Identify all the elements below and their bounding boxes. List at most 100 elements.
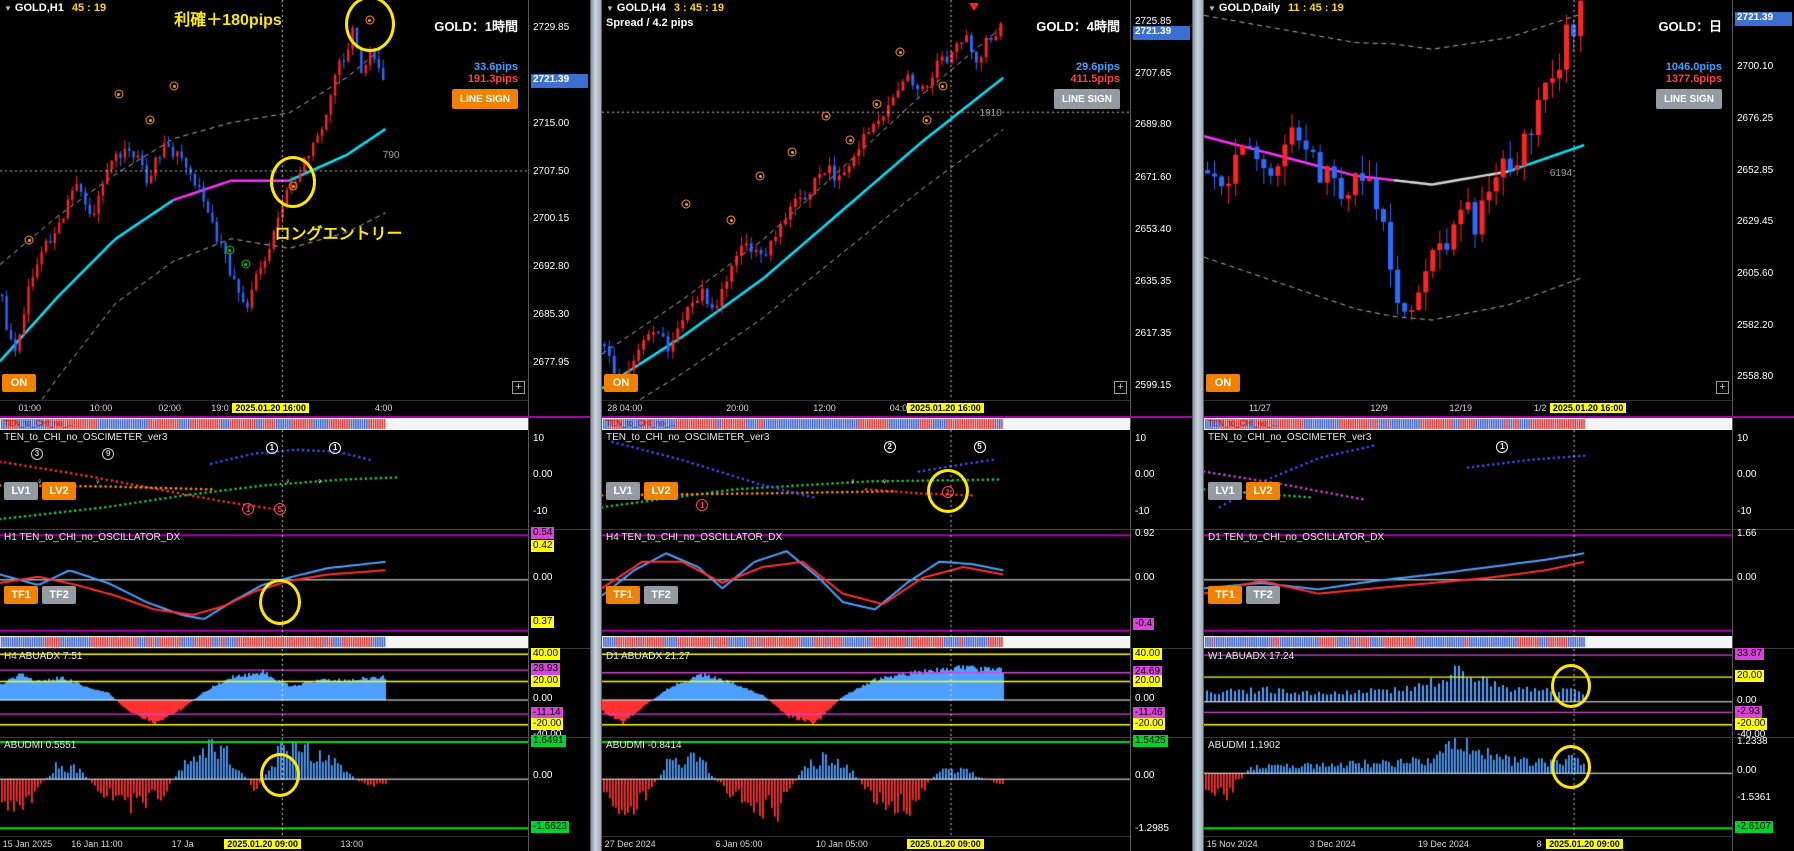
on-button[interactable]: ON <box>2 374 36 392</box>
oscimeter-marker: 1 <box>696 499 709 512</box>
oscimeter-marker: ♀ <box>316 476 323 486</box>
signal-dot <box>848 138 852 142</box>
signal-strip-1-row: TEN_to_CHI_no_... <box>1204 418 1794 430</box>
chart-time-axis-row: 28 04:00 20:00 12:00 04:00 2025.01.20 16:00 <box>602 400 1192 416</box>
signal-strip-canvas <box>0 636 528 648</box>
chart-overlay-info: GOLD：4時間 29.6pips 411.5pips LINE SIGN <box>1036 16 1120 109</box>
main-chart-gold-h1[interactable]: ▼ GOLD,H1 45 : 19 GOLD：1時間 33.6pips 191.3pips… <box>0 0 528 400</box>
line-sign-button[interactable]: LINE SIGN <box>452 89 518 109</box>
oscimeter-pane-scale: 10 0.00 -10 <box>1732 430 1794 529</box>
indicator-label: ABUDMI 1.1902 <box>1208 740 1281 751</box>
entry-signal-icon <box>845 135 855 145</box>
symbol-dropdown-icon[interactable]: ▼ <box>4 4 12 13</box>
selected-time-label: 2025.01.20 09:00 <box>1546 839 1623 849</box>
scale-label: -2.93 <box>1735 705 1762 718</box>
adx-pane-row: D1 ABUADX 21.27 40.00 24.69 20.00 0.00 -11.46… <box>602 647 1192 737</box>
oscimeter-pane: TEN_to_CHI_no_OSCIMETER_ver3 LV1 LV2 2 5 ♀ ♀ 1 1 <box>602 430 1130 529</box>
signal-strip-2-scale <box>528 636 590 648</box>
signal-dot <box>824 114 828 118</box>
main-chart-gold-h4[interactable]: ▼ GOLD,H4 3 : 45 : 19 Spread / 4.2 pips GOLD… <box>602 0 1130 400</box>
scale-label: 20.00 <box>1133 674 1163 687</box>
lv2-button[interactable]: LV2 <box>644 482 678 500</box>
scale-label: 1.2338 <box>1737 735 1768 747</box>
main-chart-canvas[interactable] <box>602 0 1130 400</box>
scale-label: 0.42 <box>531 539 555 552</box>
price-label: 2707.50 <box>533 165 570 177</box>
time-label: 10 Jan 05:00 <box>815 839 868 849</box>
lv2-button[interactable]: LV2 <box>42 482 76 500</box>
on-button[interactable]: ON <box>1206 374 1240 392</box>
scale-label: -20.00 <box>1133 717 1166 730</box>
tf2-button[interactable]: TF2 <box>42 586 76 604</box>
tf2-button[interactable]: TF2 <box>644 586 678 604</box>
tf2-button[interactable]: TF2 <box>1246 586 1280 604</box>
tf1-button[interactable]: TF1 <box>4 586 38 604</box>
symbol-dropdown-icon[interactable]: ▼ <box>1208 4 1216 13</box>
line-sign-button[interactable]: LINE SIGN <box>1054 89 1120 109</box>
tf1-button[interactable]: TF1 <box>606 586 640 604</box>
signal-highlight-circle <box>344 0 395 52</box>
chart-time-axis-row: 01:00 10:00 02:00 19:0 2025.01.20 16:00 4:00 <box>0 400 590 416</box>
scale-label: 20.00 <box>531 674 561 687</box>
oscimeter-marker: ♀ <box>94 476 101 486</box>
candle-countdown-timer: 45 : 19 <box>71 2 107 14</box>
signal-dot <box>790 150 794 154</box>
price-label: 2707.65 <box>1135 67 1172 79</box>
price-label: 2605.60 <box>1737 268 1774 280</box>
dmi-pane-scale: 1.2338 0.00 -1.5361 -2.6107 <box>1732 735 1794 836</box>
bar-number-label: 1910 <box>979 108 1002 119</box>
chart-time-axis: 11/27 12/9 12/19 1/2 2025.01.20 16:00 <box>1204 400 1732 416</box>
signal-strip-2-scale <box>1130 636 1192 648</box>
time-label: 12/19 <box>1449 403 1473 413</box>
oscimeter-marker: ♀ <box>881 476 888 486</box>
price-label: 2676.25 <box>1737 113 1774 125</box>
main-chart-canvas[interactable] <box>1204 0 1732 400</box>
adx-pane-row: H4 ABUADX 7.51 40.00 28.93 20.00 0.00 -11.14-… <box>0 647 590 740</box>
lv1-button[interactable]: LV1 <box>1208 482 1242 500</box>
lv1-button[interactable]: LV1 <box>606 482 640 500</box>
tf1-button[interactable]: TF1 <box>1208 586 1242 604</box>
price-label: 2599.15 <box>1135 380 1172 392</box>
scale-fix-button[interactable]: + <box>1114 381 1127 394</box>
pips-range-label: 191.3pips <box>467 73 518 85</box>
oscimeter-canvas <box>602 430 1130 529</box>
adx-pane-row: W1 ABUADX 17.24 33.87 20.00 0.00 -2.93 -20.00… <box>1204 648 1794 740</box>
line-sign-button[interactable]: LINE SIGN <box>1656 89 1722 109</box>
time-label: 8 <box>1536 839 1542 849</box>
signal-dot <box>148 118 152 122</box>
scale-label: 0.00 <box>1135 571 1155 583</box>
price-label: 2629.45 <box>1737 215 1774 227</box>
scale-fix-button[interactable]: + <box>1716 381 1729 394</box>
adx-canvas <box>1204 649 1732 737</box>
signal-strip-canvas <box>602 636 1130 648</box>
lv1-button[interactable]: LV1 <box>4 482 38 500</box>
signal-dot <box>27 238 31 242</box>
main-chart-gold-daily[interactable]: ▼ GOLD,Daily 11 : 45 : 19 GOLD：日 1046.0pips 1… <box>1204 0 1732 400</box>
scale-fix-button[interactable]: + <box>512 381 525 394</box>
entry-signal-icon <box>872 99 882 109</box>
lv2-button[interactable]: LV2 <box>1246 482 1280 500</box>
main-chart-canvas[interactable] <box>0 0 528 400</box>
signal-highlight-circle <box>926 469 969 514</box>
signal-strip-1-scale <box>528 418 590 430</box>
signal-strip-1-row: TEN_to_CHI_no_... <box>0 418 590 430</box>
time-label: 19:0 <box>211 403 229 413</box>
symbol-dropdown-icon[interactable]: ▼ <box>606 4 614 13</box>
price-label: 2671.60 <box>1135 171 1172 183</box>
scale-label: -40.00 <box>1737 729 1766 741</box>
main-chart-gold-h1-scale: 2729.85 2715.00 2707.50 2700.15 2692.80 2685.… <box>528 0 590 400</box>
main-chart-gold-h4-row: ▼ GOLD,H4 3 : 45 : 19 Spread / 4.2 pips GOLD… <box>602 0 1192 400</box>
price-label: 2582.20 <box>1737 319 1774 331</box>
scale-label: -10 <box>533 506 548 518</box>
scale-label: 10 <box>1135 432 1147 444</box>
pane-separator <box>0 737 590 738</box>
scale-label: 0.00 <box>1737 765 1757 777</box>
scale-label: -20.00 <box>1735 717 1768 730</box>
on-button[interactable]: ON <box>604 374 638 392</box>
signal-highlight-circle <box>1550 663 1591 708</box>
time-label: 28 04:00 <box>607 403 643 413</box>
pane-separator-magenta <box>1204 416 1794 418</box>
oscimeter-marker: 1 <box>329 441 342 454</box>
current-price-tag: 2721.39 <box>1735 11 1792 26</box>
oscimeter-canvas <box>1204 430 1732 529</box>
